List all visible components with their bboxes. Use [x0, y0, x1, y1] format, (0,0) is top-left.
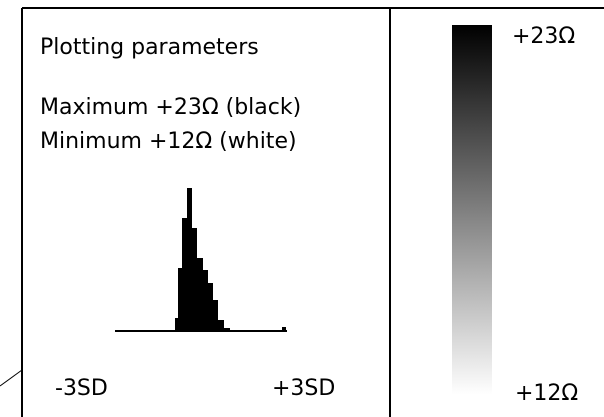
histogram [175, 188, 230, 331]
axis-right-label: +3SD [272, 376, 335, 401]
histogram-outlier [282, 327, 286, 331]
gradient-scale [452, 25, 492, 395]
scale-bottom-label: +12Ω [515, 381, 578, 406]
axis-left-label: -3SD [55, 376, 108, 401]
scale-top-label: +23Ω [512, 24, 575, 49]
panel-title: Plotting parameters [40, 35, 259, 60]
minimum-label: Minimum +12Ω (white) [40, 129, 297, 154]
maximum-label: Maximum +23Ω (black) [40, 95, 301, 120]
leader-line [0, 369, 23, 387]
